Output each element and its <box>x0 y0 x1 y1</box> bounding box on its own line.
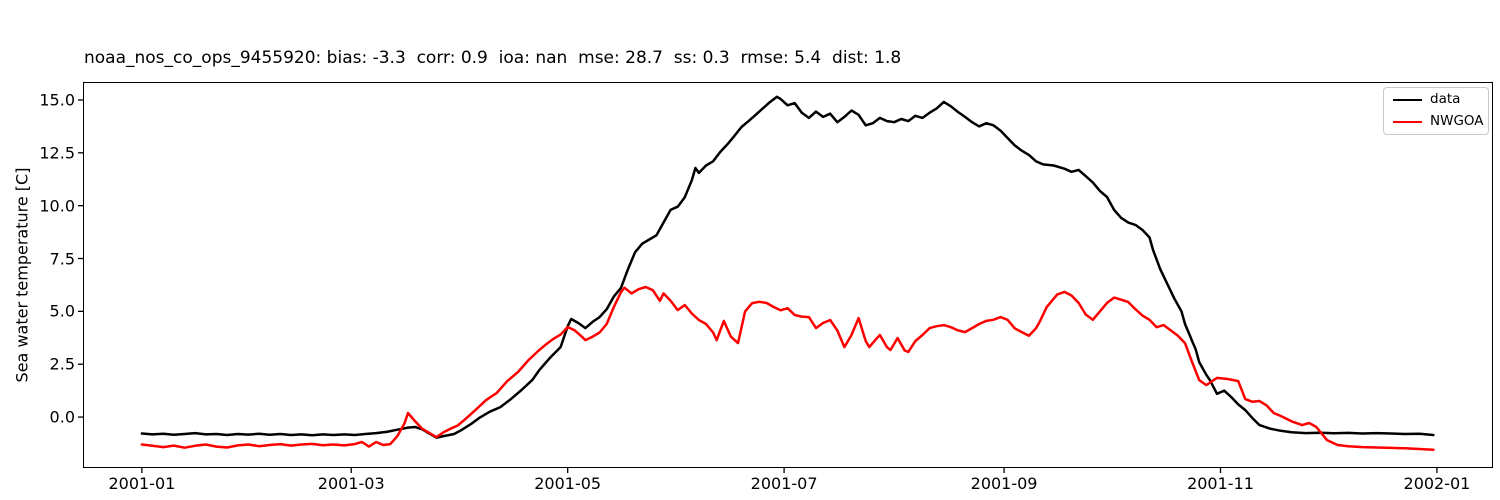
legend-line-sample-nwgoa <box>1393 121 1422 123</box>
legend-label-data: data <box>1430 91 1461 108</box>
x-tick-label: 2001-11 <box>1187 474 1254 493</box>
legend-line-sample-data <box>1393 99 1422 101</box>
y-tick-label: 0.0 <box>49 407 75 427</box>
series-line-data <box>140 95 1435 439</box>
x-tick-label: 2001-03 <box>317 474 385 493</box>
title-line-stats: noaa_nos_co_ops_9455920: bias: -3.3 corr… <box>84 48 902 68</box>
x-tick-label: 2001-07 <box>750 474 818 493</box>
y-tick-label: 10.0 <box>39 196 75 216</box>
legend: data NWGOA <box>1383 87 1489 135</box>
y-tick-label: 7.5 <box>49 249 75 268</box>
y-tick-label: 5.0 <box>49 301 75 321</box>
legend-entry-nwgoa: NWGOA <box>1384 111 1488 133</box>
legend-label-nwgoa: NWGOA <box>1430 113 1484 130</box>
y-tick-label: 2.5 <box>49 354 75 374</box>
legend-entry-data: data <box>1384 89 1488 111</box>
y-tick-label: 15.0 <box>39 90 75 110</box>
plot-area <box>83 82 1493 468</box>
y-tick-label: 12.5 <box>39 143 75 163</box>
x-tick-label: 2002-01 <box>1403 474 1471 493</box>
x-tick-label: 2001-09 <box>970 474 1038 493</box>
x-tick-label: 2001-05 <box>534 474 602 493</box>
x-tick-label: 2001-01 <box>108 474 176 493</box>
series-line-nwgoa <box>140 285 1435 452</box>
